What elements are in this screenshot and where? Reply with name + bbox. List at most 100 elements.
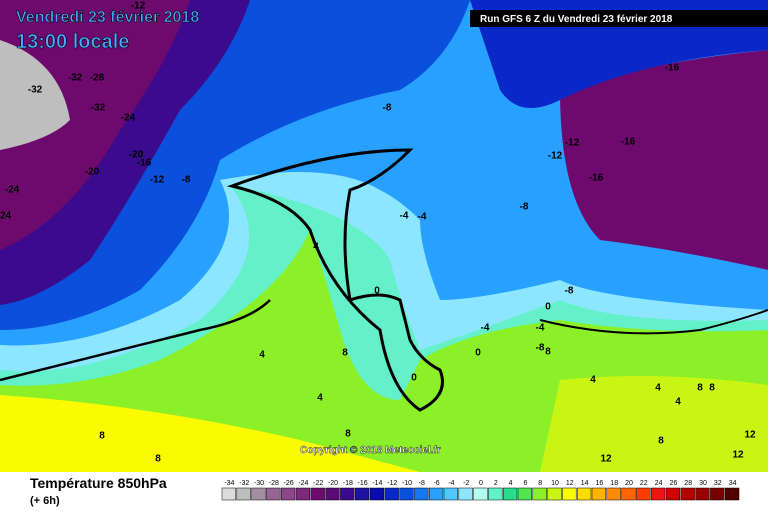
temperature-label: -4 [400,211,409,222]
scale-swatch [399,487,414,501]
temperature-label: -16 [137,158,152,169]
temperature-label: 8 [345,429,351,440]
temperature-label: -4 [481,323,490,334]
temperature-label: 12 [732,450,744,461]
temperature-label: 4 [317,393,323,404]
scale-label: 16 [596,480,604,487]
temperature-label: 0 [475,348,481,359]
scale-label: 12 [566,480,574,487]
map-fields [0,0,768,472]
scale-label: 30 [699,480,707,487]
temperature-label: 8 [709,383,715,394]
temperature-label: 8 [697,383,703,394]
scale-label: -32 [239,480,249,487]
temperature-label: -24 [0,211,12,222]
scale-swatch [591,487,607,501]
temperature-label: 0 [545,302,551,313]
scale-swatch [458,487,473,501]
temperature-label: 4 [590,375,596,386]
scale-swatch [695,487,710,501]
scale-label: 10 [551,480,559,487]
field-scandinavia [560,50,768,270]
temperature-label: -8 [383,103,392,114]
scale-label: -34 [224,480,234,487]
map-labels: -12-32-28-32-32-24-20-16-24-20-12-8-24-8… [0,1,756,465]
scale-swatch [369,487,385,501]
scale-swatch [621,487,636,501]
temperature-label: -20 [129,150,144,161]
scale-swatch [251,487,266,501]
scale-label: 20 [625,480,633,487]
temperature-label: -28 [90,73,105,84]
temperature-label: 12 [744,430,756,441]
copyright: Copyright © 2018 Meteociel.fr [300,445,441,456]
temperature-label: -12 [131,1,146,12]
scale-swatch [428,487,444,501]
field-arctic-core [0,0,190,250]
scale-label: -18 [343,480,353,487]
temperature-label: -8 [536,343,545,354]
scale-label: -12 [387,480,397,487]
temperature-label: 4 [655,383,661,394]
scale-swatch [443,487,459,501]
scale-swatch [221,487,237,501]
scale-swatch [576,487,592,501]
scale-label: -2 [463,480,469,487]
temperature-label: 4 [675,397,681,408]
temperature-label: -24 [121,113,136,124]
date-label: Vendredi 23 février 2018 [16,9,199,26]
temperature-label: 0 [411,373,417,384]
temperature-label: 8 [545,347,551,358]
scale-swatch [340,487,355,501]
scale-label: 24 [655,480,663,487]
temperature-label: -16 [589,173,604,184]
field-greenland [0,40,70,150]
scale-label: -24 [298,480,308,487]
run-label: Run GFS 6 Z du Vendredi 23 février 2018 [480,14,673,25]
scale-swatch [680,487,695,501]
temperature-label: 8 [658,436,664,447]
scale-swatch [724,487,740,501]
temperature-label: -32 [68,73,83,84]
temperature-label: 4 [259,350,265,361]
scale-label: -10 [402,480,412,487]
temperature-label: -8 [520,202,529,213]
scale-label: 6 [523,480,527,487]
isotherm [539,309,768,335]
scale-swatch [532,487,547,501]
isotherm [0,299,271,382]
scale-label: -8 [419,480,425,487]
field-warm [0,395,420,472]
scale-swatch [236,487,251,501]
time-label: 13:00 locale [16,31,129,53]
scale-swatch [266,487,281,501]
temperature-label: 8 [342,348,348,359]
temperature-label: 0 [374,286,380,297]
scale-swatch [665,487,681,501]
temperature-label: -8 [565,286,574,297]
temperature-label: 4 [313,242,319,253]
temperature-label: -20 [85,167,100,178]
temperature-label: -32 [28,85,43,96]
scale-swatch [650,487,666,501]
temperature-label: 12 [600,454,612,465]
scale-swatch [384,487,399,501]
scale-label: 26 [670,480,678,487]
scale-label: -14 [372,480,382,487]
temperature-label: -12 [548,151,563,162]
scale-swatch [517,487,533,501]
scale-swatch [325,487,340,501]
scale-swatch [354,487,370,501]
scale-swatch [295,487,311,501]
lead-label: (+ 6h) [30,495,60,507]
temperature-label: -24 [5,185,20,196]
temperature-label: -16 [665,63,680,74]
scale-swatch [280,487,296,501]
scale-label: -20 [328,480,338,487]
temperature-label: -32 [91,103,106,114]
temperature-label: -4 [418,212,427,223]
scale-label: -4 [448,480,454,487]
temperature-label: 8 [99,431,105,442]
scale-label: 22 [640,480,648,487]
